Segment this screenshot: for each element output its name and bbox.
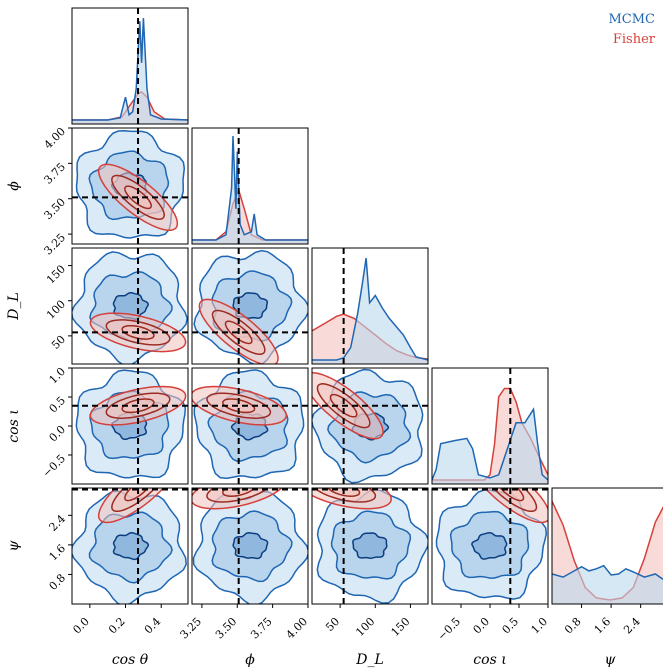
panel-cosiota-phi bbox=[192, 368, 308, 484]
x-tick-label: 1.0 bbox=[529, 615, 551, 637]
x-tick-label: 0.4 bbox=[142, 615, 164, 637]
y-tick-label: 1.6 bbox=[47, 542, 69, 564]
x-axis-label-psi: ψ bbox=[605, 652, 617, 668]
y-tick-label: −0.5 bbox=[40, 452, 68, 480]
panel-psi-cosiota bbox=[432, 488, 548, 604]
panel-cosiota-costheta bbox=[72, 368, 188, 484]
fisher-marginal-costheta-fill bbox=[72, 91, 188, 124]
mcmc-marginal-DL-fill bbox=[312, 258, 428, 364]
mcmc-contour bbox=[471, 531, 508, 560]
panel-frame bbox=[71, 487, 189, 605]
fisher-contour bbox=[499, 488, 525, 502]
panel-phi-phi bbox=[192, 128, 308, 244]
x-tick-label: 0.5 bbox=[500, 615, 522, 637]
panel-frame bbox=[191, 487, 309, 605]
panel-frame bbox=[431, 367, 549, 485]
mcmc-marginal-DL-line bbox=[312, 257, 428, 361]
x-tick-label: 100 bbox=[353, 615, 377, 639]
x-tick-label: 150 bbox=[389, 615, 413, 639]
mcmc-contour bbox=[352, 532, 388, 559]
mcmc-contour bbox=[232, 292, 269, 319]
panel-DL-phi bbox=[192, 248, 308, 364]
x-tick-label: 3.50 bbox=[213, 615, 240, 642]
mcmc-marginal-cosiota-fill bbox=[432, 409, 548, 484]
y-axis-label-psi: ψ bbox=[6, 539, 22, 551]
mcmc-contour bbox=[112, 531, 150, 561]
x-tick-label: 0.0 bbox=[70, 615, 92, 637]
panel-frame bbox=[311, 247, 429, 365]
legend: MCMC Fisher bbox=[560, 10, 655, 50]
y-tick-label: 0.5 bbox=[47, 394, 69, 416]
panel-frame bbox=[191, 127, 309, 245]
panel-cosiota-DL bbox=[312, 368, 428, 484]
x-axis-label-cosiota: cos ι bbox=[473, 652, 506, 668]
panel-psi-DL bbox=[312, 488, 428, 604]
y-tick-label: 50 bbox=[49, 333, 68, 352]
y-tick-label: 1.0 bbox=[47, 365, 69, 387]
panel-DL-DL bbox=[312, 248, 428, 364]
mcmc-contour bbox=[232, 532, 269, 560]
panel-frame bbox=[191, 247, 309, 365]
mcmc-marginal-cosiota-line bbox=[432, 407, 548, 481]
x-tick-label: 1.6 bbox=[592, 615, 614, 637]
panel-psi-phi bbox=[192, 488, 308, 604]
panel-frame bbox=[551, 487, 663, 605]
mcmc-marginal-psi-fill bbox=[552, 565, 663, 604]
fisher-contour bbox=[222, 398, 256, 414]
x-tick-label: 2.4 bbox=[621, 615, 643, 637]
y-axis-label-DL: D_L bbox=[6, 292, 22, 321]
panel-psi-costheta bbox=[72, 488, 188, 604]
y-tick-label: 3.75 bbox=[42, 160, 69, 187]
x-tick-label: 3.25 bbox=[178, 615, 205, 642]
panel-psi-psi bbox=[552, 500, 663, 604]
panel-frame bbox=[71, 247, 189, 365]
x-tick-label: 50 bbox=[323, 615, 342, 634]
x-tick-label: 3.75 bbox=[248, 615, 275, 642]
x-axis-label-costheta: cos θ bbox=[112, 652, 149, 668]
panel-frame bbox=[311, 487, 429, 605]
panel-DL-costheta bbox=[72, 248, 188, 364]
panel-frame bbox=[191, 367, 309, 485]
panel-frame bbox=[311, 367, 429, 485]
y-tick-label: 3.25 bbox=[42, 231, 69, 258]
mcmc-marginal-psi-line bbox=[552, 564, 663, 581]
panel-phi-costheta bbox=[72, 128, 188, 244]
panel-costheta-costheta bbox=[72, 8, 188, 124]
y-tick-label: 0.8 bbox=[47, 571, 69, 593]
fisher-contour bbox=[124, 185, 152, 210]
y-axis-label-phi: ϕ bbox=[6, 181, 22, 191]
panel-frame bbox=[71, 127, 189, 245]
y-tick-label: 100 bbox=[44, 298, 68, 322]
panel-frame bbox=[71, 7, 189, 125]
y-tick-label: 2.4 bbox=[47, 512, 69, 534]
mcmc-marginal-phi-line bbox=[192, 135, 308, 241]
legend-mcmc: MCMC bbox=[608, 12, 655, 27]
y-tick-label: 4.00 bbox=[42, 125, 69, 152]
y-tick-label: 150 bbox=[44, 263, 68, 287]
x-tick-label: 4.00 bbox=[284, 615, 311, 642]
y-tick-label: 3.50 bbox=[42, 196, 69, 223]
mcmc-marginal-costheta-line bbox=[72, 18, 188, 121]
legend-fisher: Fisher bbox=[612, 32, 655, 47]
x-tick-label: 0.2 bbox=[106, 615, 128, 637]
x-axis-label-phi: ϕ bbox=[245, 652, 255, 668]
y-tick-label: 0.0 bbox=[47, 423, 69, 445]
fisher-contour bbox=[121, 398, 155, 414]
x-tick-label: −0.5 bbox=[435, 615, 463, 643]
x-tick-label: 0.0 bbox=[471, 615, 493, 637]
x-tick-label: 0.8 bbox=[562, 615, 584, 637]
y-axis-label-cosiota: cos ι bbox=[6, 409, 22, 442]
panel-cosiota-cosiota bbox=[432, 368, 548, 484]
x-axis-label-DL: D_L bbox=[355, 652, 384, 668]
